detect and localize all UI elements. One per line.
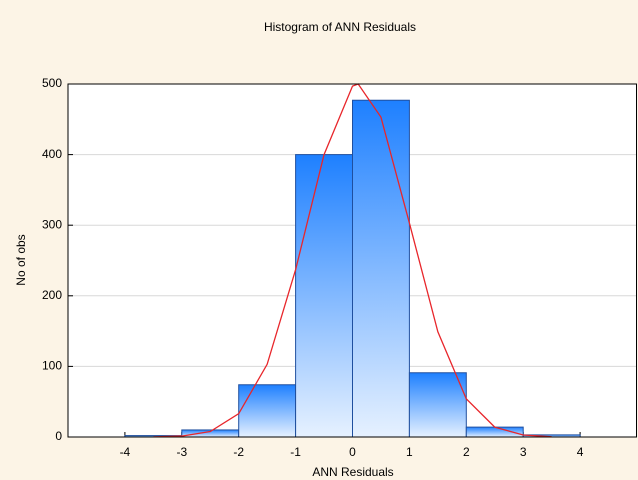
x-tick-label: -2 <box>233 445 244 459</box>
y-tick-label: 300 <box>42 217 62 231</box>
y-tick-label: 200 <box>42 288 62 302</box>
bar <box>352 99 410 438</box>
x-tick-label: -4 <box>120 445 131 459</box>
x-tick-label: 1 <box>406 445 413 459</box>
y-tick-label: 500 <box>42 76 62 90</box>
x-tick-label: -3 <box>176 445 187 459</box>
x-tick-label: -1 <box>290 445 301 459</box>
x-tick-label: 4 <box>577 445 584 459</box>
chart-title: Histogram of ANN Residuals <box>264 20 416 34</box>
plot-frame <box>67 83 637 438</box>
y-tick-label: 0 <box>55 429 62 443</box>
x-tick-label: 0 <box>349 445 356 459</box>
bar <box>238 384 297 438</box>
y-axis-label: No of obs <box>14 234 28 285</box>
y-tick-label: 100 <box>42 359 62 373</box>
x-tick-label: 3 <box>520 445 527 459</box>
y-tick-label: 400 <box>42 147 62 161</box>
x-axis-label: ANN Residuals <box>312 465 393 479</box>
fit-curve <box>153 83 552 438</box>
bar <box>408 372 467 438</box>
x-tick-label: 2 <box>463 445 470 459</box>
bar <box>295 154 354 438</box>
